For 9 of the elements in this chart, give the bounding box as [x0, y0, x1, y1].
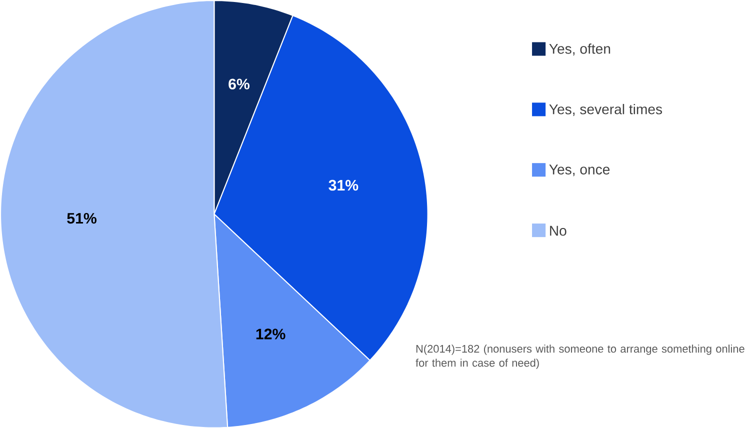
legend-label: No [550, 226, 566, 236]
data-label: 31% [328, 180, 358, 190]
legend-label: Yes, often [549, 43, 610, 56]
text: N(2014)=182 (nonusers with someone to arrange something online for them in case of need) [416, 344, 744, 369]
data-label: 6% [228, 78, 250, 90]
legend-label: Yes, several times [549, 104, 662, 116]
data-label: 51% [67, 212, 96, 224]
legend-label: Yes, once [549, 164, 610, 176]
data-label: 12% [256, 328, 286, 340]
